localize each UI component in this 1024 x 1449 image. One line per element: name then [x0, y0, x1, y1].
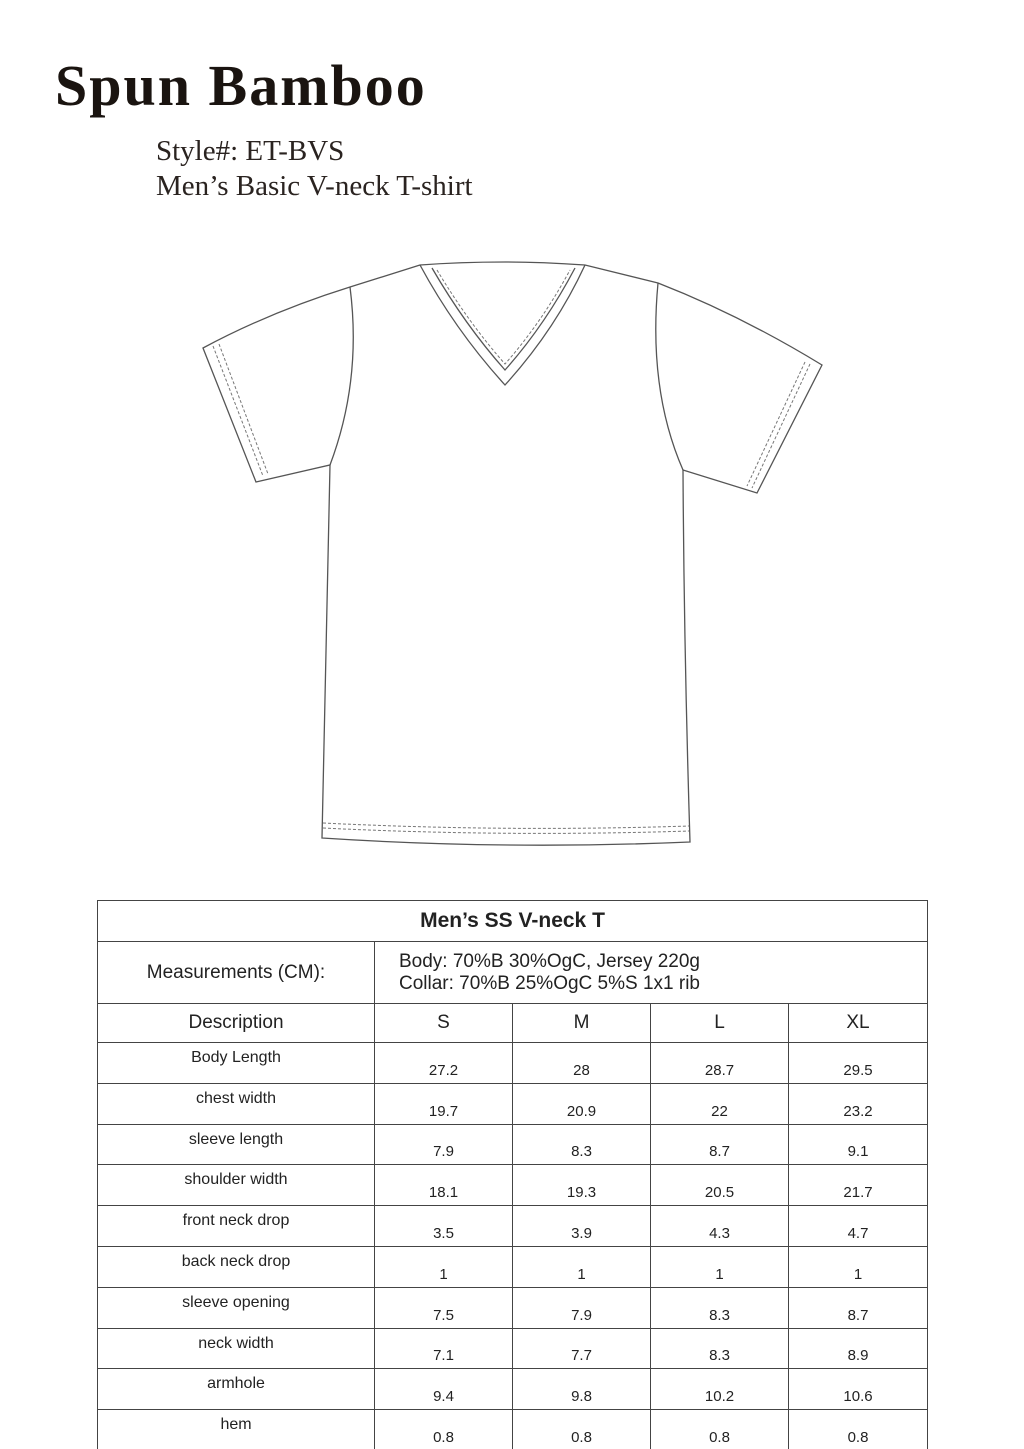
- cell-value: 4.3: [650, 1205, 789, 1247]
- cell-value: 0.8: [374, 1409, 513, 1449]
- style-number: Style#: ET-BVS: [156, 135, 345, 167]
- cell-value: 23.2: [787, 1082, 929, 1125]
- cell-value: 29.5: [787, 1042, 929, 1084]
- cell-value: 20.5: [650, 1164, 789, 1207]
- column-header: L: [650, 1003, 789, 1043]
- cell-value: 8.9: [787, 1327, 929, 1370]
- cell-value: 19.3: [512, 1164, 651, 1207]
- row-description: Body Length: [97, 1042, 375, 1084]
- cell-value: 8.3: [650, 1327, 789, 1370]
- cell-value: 3.9: [512, 1205, 651, 1247]
- row-description: sleeve opening: [97, 1286, 375, 1329]
- body-material: Body: 70%B 30%OgC, Jersey 220g: [399, 950, 701, 972]
- cell-value: 9.1: [787, 1123, 929, 1166]
- cell-value: 0.8: [512, 1409, 651, 1449]
- measurement-table: Men’s SS V-neck T Measurements (CM): Bod…: [96, 900, 929, 1449]
- table-row: back neck drop 1 1 1 1: [97, 1245, 929, 1288]
- column-header: M: [512, 1003, 651, 1043]
- cell-value: 8.7: [650, 1123, 789, 1166]
- cell-value: 28.7: [650, 1042, 789, 1084]
- materials: Body: 70%B 30%OgC, Jersey 220g Collar: 7…: [373, 941, 929, 1004]
- table-title: Men’s SS V-neck T: [96, 900, 929, 942]
- table-row: neck width 7.1 7.7 8.3 8.9: [97, 1327, 929, 1370]
- brand-title: Spun Bamboo: [55, 53, 427, 118]
- collar-material: Collar: 70%B 25%OgC 5%S 1x1 rib: [399, 972, 700, 994]
- cell-value: 20.9: [512, 1082, 651, 1125]
- cell-value: 10.2: [650, 1368, 789, 1411]
- column-header: S: [374, 1003, 513, 1043]
- cell-value: 28: [512, 1042, 651, 1084]
- row-description: armhole: [97, 1368, 375, 1411]
- column-header: Description: [97, 1003, 375, 1043]
- cell-value: 0.8: [787, 1409, 929, 1449]
- cell-value: 9.4: [374, 1368, 513, 1411]
- cell-value: 4.7: [787, 1205, 929, 1247]
- table-row: front neck drop 3.5 3.9 4.3 4.7: [97, 1205, 929, 1247]
- product-name: Men’s Basic V-neck T-shirt: [156, 170, 473, 202]
- cell-value: 9.8: [512, 1368, 651, 1411]
- row-description: front neck drop: [97, 1205, 375, 1247]
- cell-value: 8.3: [650, 1286, 789, 1329]
- cell-value: 27.2: [374, 1042, 513, 1084]
- table-row: armhole 9.4 9.8 10.2 10.6: [97, 1368, 929, 1411]
- measurements-label: Measurements (CM):: [97, 941, 375, 1004]
- cell-value: 7.7: [512, 1327, 651, 1370]
- row-description: back neck drop: [97, 1245, 375, 1288]
- cell-value: 1: [374, 1245, 513, 1288]
- table-row: sleeve opening 7.5 7.9 8.3 8.7: [97, 1286, 929, 1329]
- cell-value: 8.3: [512, 1123, 651, 1166]
- cell-value: 1: [787, 1245, 929, 1288]
- row-description: neck width: [97, 1327, 375, 1370]
- table-row: hem 0.8 0.8 0.8 0.8: [97, 1409, 929, 1449]
- row-description: hem: [97, 1409, 375, 1449]
- neckline: [419, 264, 586, 386]
- cell-value: 7.9: [512, 1286, 651, 1329]
- cell-value: 1: [650, 1245, 789, 1288]
- cell-value: 7.1: [374, 1327, 513, 1370]
- shirt-outline: [202, 261, 823, 846]
- cell-value: 19.7: [374, 1082, 513, 1125]
- table-row: shoulder width 18.1 19.3 20.5 21.7: [97, 1164, 929, 1207]
- cell-value: 18.1: [374, 1164, 513, 1207]
- cell-value: 3.5: [374, 1205, 513, 1247]
- cell-value: 7.5: [374, 1286, 513, 1329]
- table-row: chest width 19.7 20.9 22 23.2: [97, 1082, 929, 1125]
- cell-value: 21.7: [787, 1164, 929, 1207]
- cell-value: 10.6: [787, 1368, 929, 1411]
- table-row: sleeve length 7.9 8.3 8.7 9.1: [97, 1123, 929, 1166]
- tshirt-sketch-icon: [202, 261, 823, 846]
- cell-value: 0.8: [650, 1409, 789, 1449]
- table-header: Description S M L XL: [97, 1003, 929, 1043]
- cell-value: 8.7: [787, 1286, 929, 1329]
- table-row: Body Length 27.2 28 28.7 29.5: [97, 1042, 929, 1084]
- cell-value: 22: [650, 1082, 789, 1125]
- neck-rib: [431, 267, 576, 371]
- row-description: shoulder width: [97, 1164, 375, 1207]
- column-header: XL: [787, 1003, 929, 1043]
- row-description: sleeve length: [97, 1123, 375, 1166]
- cell-value: 7.9: [374, 1123, 513, 1166]
- row-description: chest width: [97, 1082, 375, 1125]
- cell-value: 1: [512, 1245, 651, 1288]
